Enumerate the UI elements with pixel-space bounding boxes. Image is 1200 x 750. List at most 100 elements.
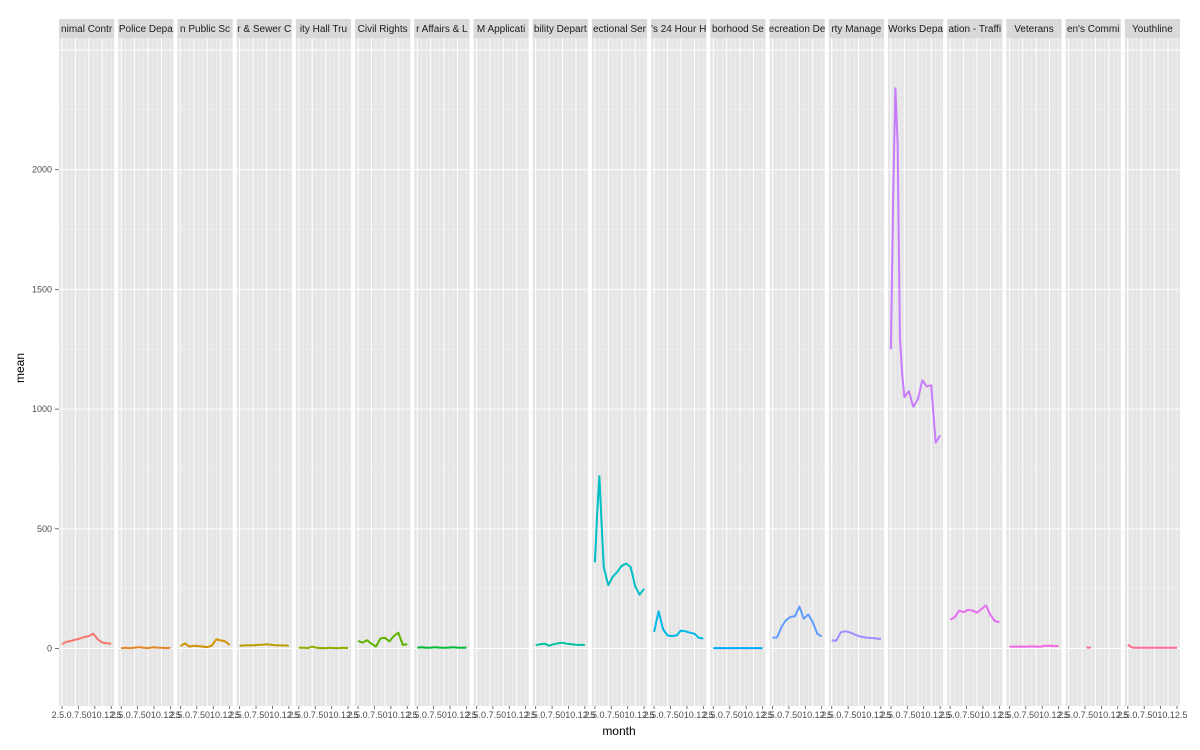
facet-strip [355,19,411,38]
x-axis-title: month [602,724,635,738]
x-tick-label: 2.5.0.7.5010.12.5 [288,710,358,720]
facet-panel: bility Depart 2.5.0.7.5010.12.5 [525,19,595,720]
x-tick-label: 2.5.0.7.5010.12.5 [703,710,773,720]
x-tick-label: 2.5.0.7.5010.12.5 [940,710,1010,720]
y-tick-label: 2000 [32,165,52,175]
facet-strip [295,19,352,38]
facet-strip-label: Police Depa [119,24,173,35]
facet-panel: Youthline 2.5.0.7.5010.12.5 [1117,19,1187,720]
series-line [61,632,112,646]
y-axis-title: mean [13,353,27,383]
facet-strip-label: ity Hall Tru [300,24,347,35]
series-line [121,646,171,650]
facet-background [177,38,233,706]
facet-strip-label: Works Depa [888,24,943,35]
facet-panel: rty Manage 2.5.0.7.5010.12.5 [821,19,891,720]
series-line [653,610,704,640]
series-line [239,643,289,647]
facet-background [414,38,470,706]
series-line [179,638,231,649]
facet-background [1006,38,1062,706]
facet-strip [473,19,529,38]
facet-strip [651,19,707,38]
facet-background [769,38,825,706]
facet-strip [1065,19,1121,38]
series-line [772,605,823,639]
facet-panel: Police Depa 2.5.0.7.5010.12.5 [111,19,181,720]
facet-strip-label: Veterans [1014,24,1053,35]
series-line [1127,644,1177,649]
facet-panel: borhood Se 2.5.0.7.5010.12.5 [703,19,773,720]
facet-panel: ity Hall Tru 2.5.0.7.5010.12.5 [288,19,358,720]
x-tick-label: 2.5.0.7.5010.12.5 [1117,710,1187,720]
y-tick-label: 0 [47,644,52,654]
x-tick-label: 2.5.0.7.5010.12.5 [170,710,240,720]
facet-panel: nimal Contr 2.5.0.7.5010.12.5 [52,19,122,720]
facet-strip [828,19,884,38]
facet-strip-label: Youthline [1132,24,1173,35]
facet-strip-label: bility Depart [534,24,587,35]
facet-background [236,38,292,706]
facet-strip-label: r Affairs & L [416,24,468,35]
facet-strip-label: ation - Traffi [948,24,1001,35]
facet-strip [59,19,115,38]
facet-background [828,38,884,706]
facet-panel: 's 24 Hour H 2.5.0.7.5010.12.5 [644,19,714,720]
series-line [1086,646,1092,649]
facet-panel: Works Depa 2.5.0.7.5010.12.5 [881,19,951,720]
series-line [535,641,585,647]
facet-strip-label: ecreation De [769,24,826,35]
facet-strip [118,19,174,38]
facet-panel: M Applicati 2.5.0.7.5010.12.5 [466,19,536,720]
facet-strip-label: ectional Ser [593,24,646,35]
x-tick-label: 2.5.0.7.5010.12.5 [881,710,951,720]
facet-strip [591,19,648,38]
facet-background [355,38,411,706]
x-tick-label: 2.5.0.7.5010.12.5 [466,710,536,720]
facet-strip [414,19,470,38]
series-line [357,631,408,648]
x-tick-label: 2.5.0.7.5010.12.5 [999,710,1069,720]
x-tick-label: 2.5.0.7.5010.12.5 [111,710,181,720]
facet-panel: ation - Traffi 2.5.0.7.5010.12.5 [940,19,1010,720]
facet-strip [1124,19,1180,38]
facet-background [532,38,588,706]
series-line [1009,644,1059,648]
facet-strip-label: 's 24 Hour H [651,24,706,35]
facet-strip [1006,19,1062,38]
facet-background [1065,38,1121,706]
x-tick-label: 2.5.0.7.5010.12.5 [229,710,299,720]
facet-panel: n Public Sc 2.5.0.7.5010.12.5 [170,19,240,720]
facet-panel: Civil Rights 2.5.0.7.5010.12.5 [348,19,418,720]
x-tick-label: 2.5.0.7.5010.12.5 [821,710,891,720]
y-tick-label: 1000 [32,404,52,414]
facet-strip-label: Civil Rights [358,24,408,35]
series-line [417,646,467,649]
series-line [889,87,942,444]
facet-panel: r & Sewer C 2.5.0.7.5010.12.5 [229,19,299,720]
facet-strip-label: r & Sewer C [237,24,291,35]
y-tick-label: 1500 [32,284,52,294]
series-line [593,475,645,596]
facet-strip [947,19,1003,38]
facet-strip [532,19,588,38]
facet-strip-label: nimal Contr [61,24,113,35]
y-axis: 0 500 1000 1500 2000 [32,165,59,654]
x-tick-label: 2.5.0.7.5010.12.5 [52,710,122,720]
series-line [298,645,349,650]
facet-strip [236,19,292,38]
x-tick-label: 2.5.0.7.5010.12.5 [584,710,654,720]
series-line [831,630,882,642]
facet-strip [710,19,766,38]
facet-strip-label: rty Manage [831,24,881,35]
facet-background [295,38,352,706]
facet-panel: en's Commi 2.5.0.7.5010.12.5 [1058,19,1128,720]
facet-background [1124,38,1180,706]
facet-background [118,38,174,706]
facet-background [887,38,944,706]
series-line [949,604,1000,624]
x-tick-label: 2.5.0.7.5010.12.5 [762,710,832,720]
facet-background [59,38,115,706]
facet-background [473,38,529,706]
